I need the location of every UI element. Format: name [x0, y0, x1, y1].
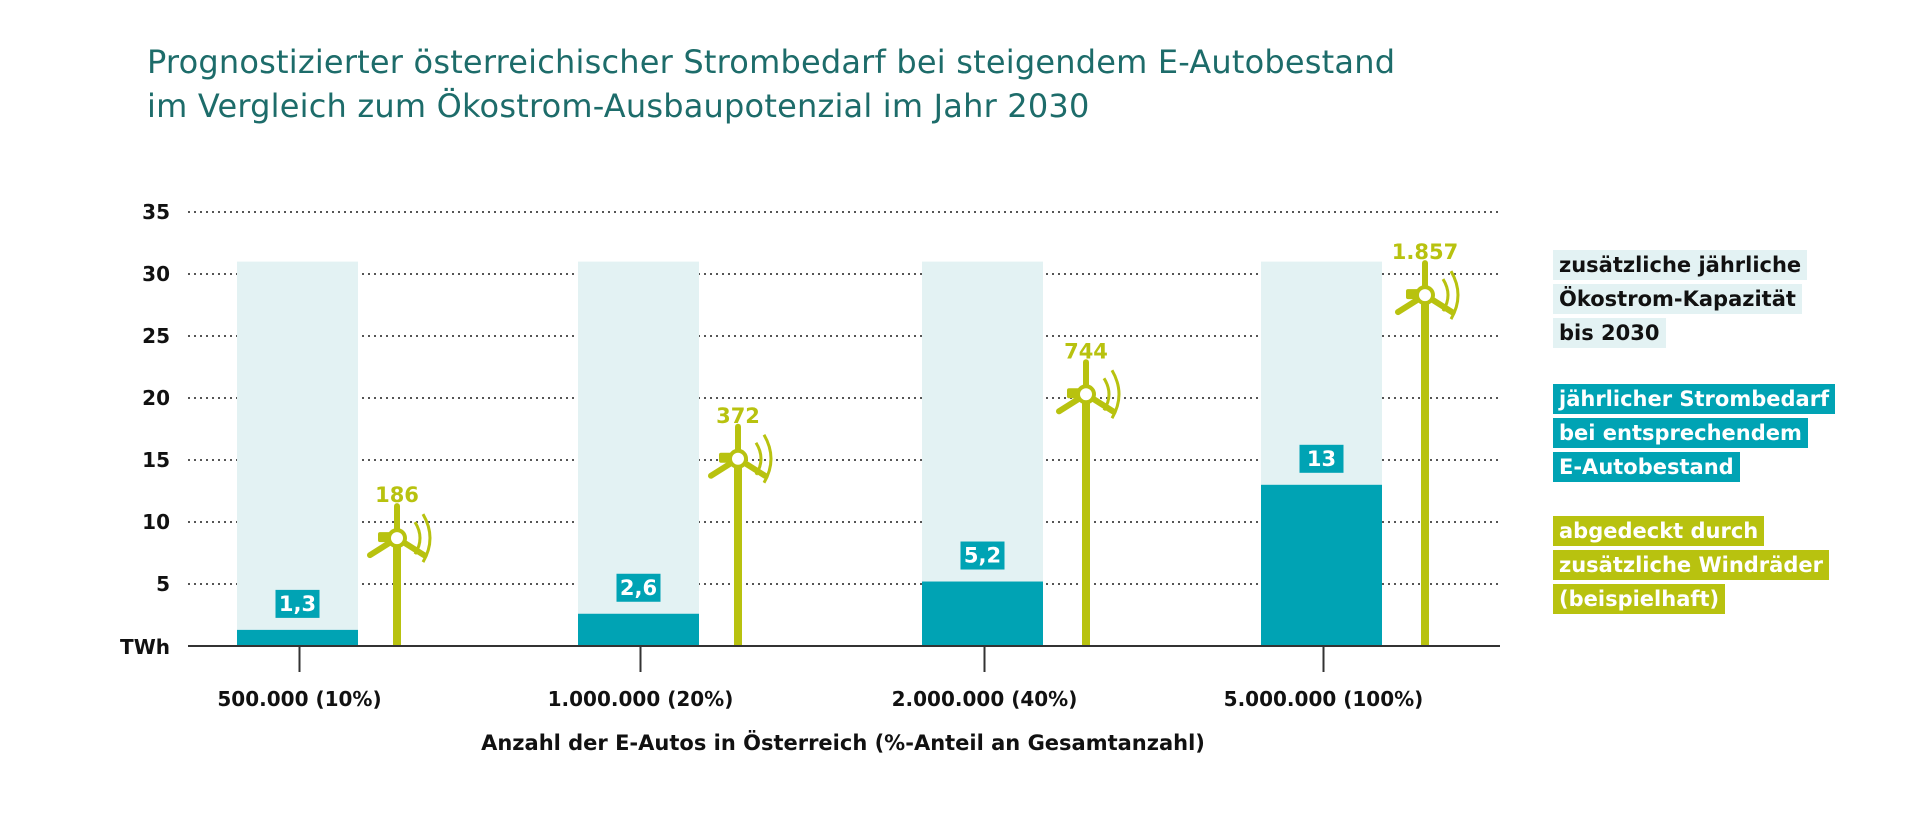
wind-turbine-icon: [708, 423, 773, 646]
x-tick-label: 1.000.000 (20%): [548, 687, 734, 711]
category-group-1: 1,3 186 500.000 (10%): [217, 261, 432, 711]
legend-wind-line: zusätzliche Windräder: [1553, 550, 1829, 580]
legend-demand-line: jährlicher Strombedarf: [1553, 384, 1836, 414]
category-group-4: 13 1.857 5.000.000 (100%): [1224, 240, 1460, 711]
category-group-3: 5,2 744 2.000.000 (40%): [892, 261, 1121, 711]
turbine-motion-arc: [754, 441, 763, 476]
turbine-hub: [387, 528, 407, 549]
y-axis-unit-label: TWh: [120, 635, 170, 659]
y-tick-label: 15: [142, 448, 170, 472]
legend-capacity: zusätzliche jährliche Ökostrom-Kapazität…: [1553, 250, 1808, 352]
y-tick-label: 5: [156, 572, 170, 596]
y-tick-label: 25: [142, 324, 170, 348]
legend-demand-line: E-Autobestand: [1553, 452, 1740, 482]
turbine-hub: [1076, 384, 1096, 405]
demand-bar: [922, 581, 1043, 646]
turbine-motion-arc: [762, 434, 773, 484]
legend-wind-line: abgedeckt durch: [1553, 516, 1765, 546]
demand-label: 13: [1307, 447, 1336, 471]
wind-turbine-label: 186: [375, 483, 419, 507]
chart-title: Prognostizierter österreichischer Stromb…: [147, 40, 1395, 128]
legend-wind-line: (beispielhaft): [1553, 584, 1726, 614]
wind-turbine-icon: [1395, 260, 1460, 646]
y-tick-label: 10: [142, 510, 170, 534]
legend-demand-line: bei entsprechendem: [1553, 418, 1808, 448]
demand-label: 5,2: [964, 544, 1001, 568]
y-tick-labels: 5 10 15 20 25 30 35 TWh: [120, 200, 170, 659]
turbine-motion-arc: [421, 513, 432, 563]
x-tick-label: 2.000.000 (40%): [892, 687, 1078, 711]
turbine-tower: [1082, 394, 1090, 646]
y-tick-label: 30: [142, 262, 170, 286]
wind-turbine-label: 1.857: [1392, 240, 1458, 264]
legend-capacity-line: bis 2030: [1553, 318, 1666, 348]
turbine-tower: [393, 538, 401, 646]
legend-demand: jährlicher Strombedarf bei entsprechende…: [1553, 384, 1836, 486]
demand-bar: [1261, 484, 1382, 646]
turbine-motion-arc: [1441, 278, 1450, 312]
demand-label-box: [616, 573, 661, 602]
wind-turbine-label: 372: [716, 404, 760, 428]
turbine-tower: [734, 458, 742, 646]
chart-title-line-1: Prognostizierter österreichischer Stromb…: [147, 43, 1396, 81]
y-tick-label: 35: [142, 200, 170, 224]
turbine-motion-arc: [413, 521, 422, 555]
turbine-motion-arc: [1102, 377, 1111, 412]
capacity-bar: [237, 261, 358, 646]
legend-capacity-line: Ökostrom-Kapazität: [1553, 284, 1802, 314]
demand-label: 1,3: [279, 592, 316, 616]
demand-label-box: [275, 589, 320, 618]
chart-title-line-2: im Vergleich zum Ökostrom-Ausbaupotenzia…: [147, 87, 1090, 125]
x-tick-label: 5.000.000 (100%): [1224, 687, 1424, 711]
demand-bar: [578, 613, 699, 646]
turbine-motion-arc: [1110, 369, 1121, 420]
y-tick-label: 20: [142, 386, 170, 410]
demand-label-box: [960, 541, 1005, 570]
wind-turbine-label: 744: [1064, 339, 1108, 363]
x-tick-label: 500.000 (10%): [217, 687, 381, 711]
wind-turbine-icon: [367, 503, 432, 646]
turbine-hub: [728, 448, 748, 469]
demand-label-box: [1299, 444, 1344, 473]
legend-capacity-line: zusätzliche jährliche: [1553, 250, 1808, 280]
wind-turbine-icon: [1056, 359, 1121, 646]
category-group-2: 2,6 372 1.000.000 (20%): [548, 261, 773, 711]
turbine-motion-arc: [1449, 270, 1460, 320]
demand-label: 2,6: [620, 576, 657, 600]
x-axis-title: Anzahl der E-Autos in Österreich (%-Ante…: [481, 730, 1205, 755]
turbine-tower: [1421, 295, 1429, 646]
demand-bar: [237, 629, 358, 646]
turbine-hub: [1415, 285, 1435, 306]
legend-wind: abgedeckt durch zusätzliche Windräder (b…: [1553, 516, 1829, 618]
